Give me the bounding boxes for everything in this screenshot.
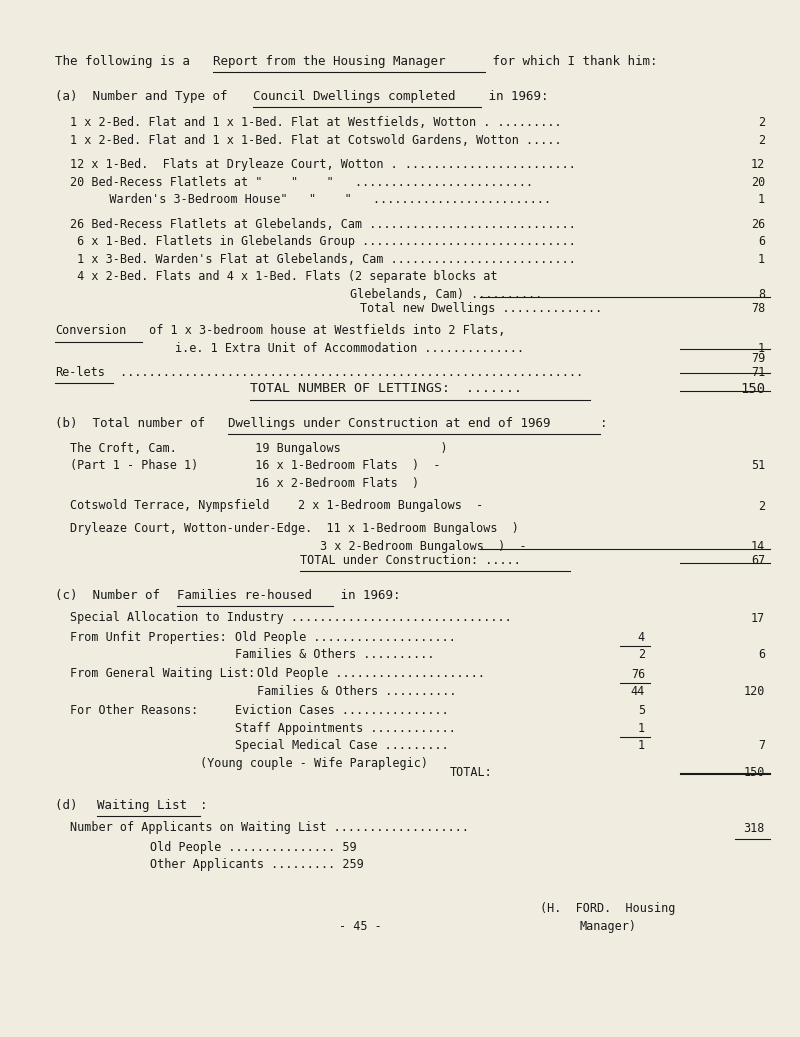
Text: The following is a: The following is a xyxy=(55,55,198,68)
Text: :: : xyxy=(600,417,607,430)
Text: 1: 1 xyxy=(758,193,765,206)
Text: (Young couple - Wife Paraplegic): (Young couple - Wife Paraplegic) xyxy=(200,757,428,769)
Text: :: : xyxy=(200,798,207,812)
Text: 44: 44 xyxy=(630,685,645,698)
Text: Staff Appointments ............: Staff Appointments ............ xyxy=(235,722,456,735)
Text: Glebelands, Cam) ..........: Glebelands, Cam) .......... xyxy=(350,287,542,301)
Text: 51: 51 xyxy=(750,459,765,472)
Text: Cotswold Terrace, Nympsfield    2 x 1-Bedroom Bungalows  -: Cotswold Terrace, Nympsfield 2 x 1-Bedro… xyxy=(70,500,483,512)
Text: 26 Bed-Recess Flatlets at Glebelands, Cam .............................: 26 Bed-Recess Flatlets at Glebelands, Ca… xyxy=(70,218,576,231)
Text: 67: 67 xyxy=(750,554,765,567)
Text: 1 x 2-Bed. Flat and 1 x 1-Bed. Flat at Cotswold Gardens, Wotton .....: 1 x 2-Bed. Flat and 1 x 1-Bed. Flat at C… xyxy=(70,134,562,147)
Text: Dryleaze Court, Wotton-under-Edge.  11 x 1-Bedroom Bungalows  ): Dryleaze Court, Wotton-under-Edge. 11 x … xyxy=(70,523,519,535)
Text: (c)  Number of: (c) Number of xyxy=(55,589,167,601)
Text: 2: 2 xyxy=(758,134,765,147)
Text: for which I thank him:: for which I thank him: xyxy=(485,55,658,68)
Text: 20 Bed-Recess Flatlets at "    "    "   .........................: 20 Bed-Recess Flatlets at " " " ........… xyxy=(70,175,533,189)
Text: 12: 12 xyxy=(750,159,765,171)
Text: 1: 1 xyxy=(638,722,645,735)
Text: 4: 4 xyxy=(638,630,645,644)
Text: (Part 1 - Phase 1)        16 x 1-Bedroom Flats  )  -: (Part 1 - Phase 1) 16 x 1-Bedroom Flats … xyxy=(70,459,441,472)
Text: Number of Applicants on Waiting List ...................: Number of Applicants on Waiting List ...… xyxy=(70,821,469,835)
Text: Warden's 3-Bedroom House"   "    "   .........................: Warden's 3-Bedroom House" " " ..........… xyxy=(88,193,551,206)
Text: TOTAL:: TOTAL: xyxy=(450,765,493,779)
Text: (H.  FORD.  Housing: (H. FORD. Housing xyxy=(540,902,675,915)
Text: 71: 71 xyxy=(750,366,765,380)
Text: (b)  Total number of: (b) Total number of xyxy=(55,417,213,430)
Text: 16 x 2-Bedroom Flats  ): 16 x 2-Bedroom Flats ) xyxy=(70,477,419,489)
Text: Conversion: Conversion xyxy=(55,325,126,337)
Text: 14: 14 xyxy=(750,539,765,553)
Text: (d): (d) xyxy=(55,798,93,812)
Text: 150: 150 xyxy=(740,383,765,396)
Text: Other Applicants ......... 259: Other Applicants ......... 259 xyxy=(150,859,364,871)
Text: TOTAL NUMBER OF LETTINGS:  .......: TOTAL NUMBER OF LETTINGS: ....... xyxy=(250,383,522,395)
Text: 5: 5 xyxy=(638,704,645,718)
Text: 20: 20 xyxy=(750,175,765,189)
Text: TOTAL under Construction: .....: TOTAL under Construction: ..... xyxy=(300,554,521,567)
Text: Families & Others ..........: Families & Others .......... xyxy=(257,685,457,698)
Text: Total new Dwellings ..............: Total new Dwellings .............. xyxy=(360,302,602,315)
Text: Report from the Housing Manager: Report from the Housing Manager xyxy=(213,55,446,68)
Text: 17: 17 xyxy=(750,612,765,624)
Text: 1 x 2-Bed. Flat and 1 x 1-Bed. Flat at Westfields, Wotton . .........: 1 x 2-Bed. Flat and 1 x 1-Bed. Flat at W… xyxy=(70,116,562,130)
Text: Re-lets: Re-lets xyxy=(55,366,105,380)
Text: (a)  Number and Type of: (a) Number and Type of xyxy=(55,90,235,103)
Text: Old People ....................: Old People .................... xyxy=(235,630,456,644)
Text: 1: 1 xyxy=(758,342,765,355)
Text: Manager): Manager) xyxy=(580,920,637,932)
Text: .................................................................: ........................................… xyxy=(113,366,583,380)
Text: The Croft, Cam.           19 Bungalows              ): The Croft, Cam. 19 Bungalows ) xyxy=(70,442,448,455)
Text: Waiting List: Waiting List xyxy=(97,798,187,812)
Text: 1: 1 xyxy=(638,739,645,752)
Text: in 1969:: in 1969: xyxy=(481,90,549,103)
Text: Council Dwellings completed: Council Dwellings completed xyxy=(253,90,455,103)
Text: Special Medical Case .........: Special Medical Case ......... xyxy=(235,739,449,752)
Text: Special Allocation to Industry ...............................: Special Allocation to Industry .........… xyxy=(70,612,512,624)
Text: Old People .....................: Old People ..................... xyxy=(257,668,485,680)
Text: i.e. 1 Extra Unit of Accommodation ..............: i.e. 1 Extra Unit of Accommodation .....… xyxy=(175,342,524,355)
Text: 3 x 2-Bedroom Bungalows  )  -: 3 x 2-Bedroom Bungalows ) - xyxy=(320,539,526,553)
Text: 1: 1 xyxy=(758,253,765,265)
Text: 2: 2 xyxy=(638,648,645,662)
Text: - 45 -: - 45 - xyxy=(338,920,382,932)
Text: 2: 2 xyxy=(758,116,765,130)
Text: From Unfit Properties:: From Unfit Properties: xyxy=(70,630,226,644)
Text: of 1 x 3-bedroom house at Westfields into 2 Flats,: of 1 x 3-bedroom house at Westfields int… xyxy=(142,325,506,337)
Text: 6: 6 xyxy=(758,235,765,248)
Text: 26: 26 xyxy=(750,218,765,231)
Text: 6: 6 xyxy=(758,648,765,662)
Text: 76: 76 xyxy=(630,668,645,680)
Text: 7: 7 xyxy=(758,739,765,752)
Text: 8: 8 xyxy=(758,287,765,301)
Text: 318: 318 xyxy=(744,821,765,835)
Text: 79: 79 xyxy=(750,353,765,365)
Text: in 1969:: in 1969: xyxy=(333,589,401,601)
Text: 150: 150 xyxy=(744,765,765,779)
Text: Eviction Cases ...............: Eviction Cases ............... xyxy=(235,704,449,718)
Text: From General Waiting List:: From General Waiting List: xyxy=(70,668,255,680)
Text: 6 x 1-Bed. Flatlets in Glebelands Group ..............................: 6 x 1-Bed. Flatlets in Glebelands Group … xyxy=(70,235,576,248)
Text: Old People ............... 59: Old People ............... 59 xyxy=(150,841,357,853)
Text: Families re-housed: Families re-housed xyxy=(177,589,312,601)
Text: 12 x 1-Bed.  Flats at Dryleaze Court, Wotton . ........................: 12 x 1-Bed. Flats at Dryleaze Court, Wot… xyxy=(70,159,576,171)
Text: Dwellings under Construction at end of 1969: Dwellings under Construction at end of 1… xyxy=(228,417,550,430)
Text: 1 x 3-Bed. Warden's Flat at Glebelands, Cam ..........................: 1 x 3-Bed. Warden's Flat at Glebelands, … xyxy=(70,253,576,265)
Text: For Other Reasons:: For Other Reasons: xyxy=(70,704,198,718)
Text: 78: 78 xyxy=(750,302,765,315)
Text: 120: 120 xyxy=(744,685,765,698)
Text: 2: 2 xyxy=(758,500,765,512)
Text: 4 x 2-Bed. Flats and 4 x 1-Bed. Flats (2 separate blocks at: 4 x 2-Bed. Flats and 4 x 1-Bed. Flats (2… xyxy=(70,271,498,283)
Text: Families & Others ..........: Families & Others .......... xyxy=(235,648,434,662)
